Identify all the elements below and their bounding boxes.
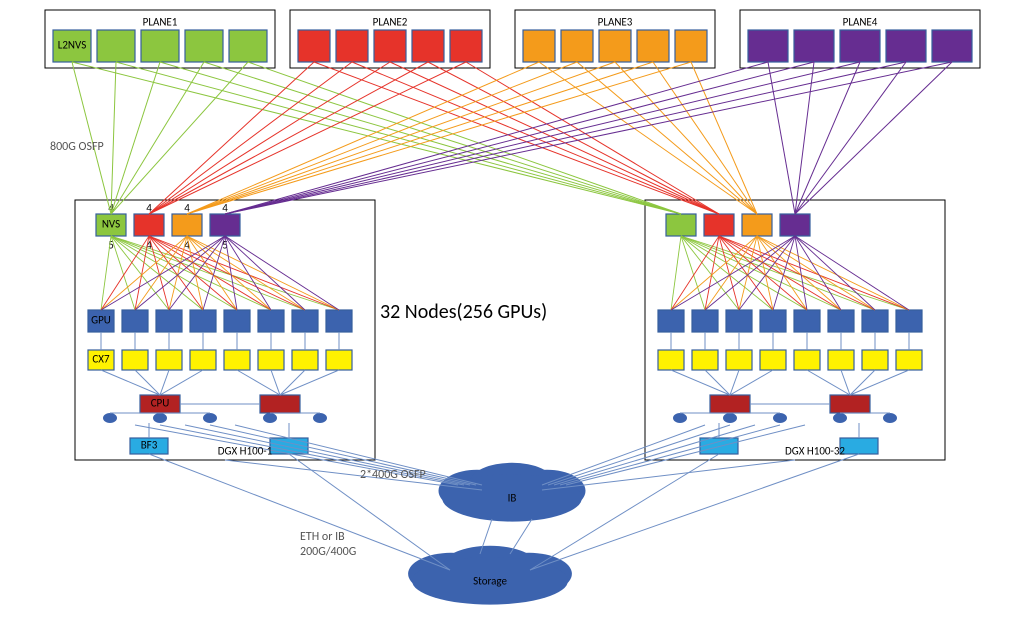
svg-text:IB: IB xyxy=(508,492,517,505)
svg-text:2*400G OSFP: 2*400G OSFP xyxy=(360,468,426,482)
svg-text:L2NVS: L2NVS xyxy=(58,39,87,52)
svg-text:Storage: Storage xyxy=(473,575,507,588)
svg-text:32 Nodes(256 GPUs): 32 Nodes(256 GPUs) xyxy=(380,300,547,324)
svg-text:NVS: NVS xyxy=(102,218,120,231)
svg-text:PLANE4: PLANE4 xyxy=(843,16,878,29)
svg-text:PLANE3: PLANE3 xyxy=(598,16,633,29)
svg-text:200G/400G: 200G/400G xyxy=(300,545,356,559)
svg-text:DGX H100-1: DGX H100-1 xyxy=(218,445,273,458)
svg-text:DGX H100-32: DGX H100-32 xyxy=(785,445,845,458)
svg-text:BF3: BF3 xyxy=(141,439,158,452)
svg-text:PLANE1: PLANE1 xyxy=(143,16,178,29)
svg-text:CPU: CPU xyxy=(151,397,170,410)
svg-text:GPU: GPU xyxy=(91,314,111,327)
svg-text:CX7: CX7 xyxy=(92,353,110,366)
topology-diagram: PLANE1 PLANE2 PLANE3 PLANE4 L2NVS NVS GPU CX7 CP… xyxy=(0,0,1024,629)
svg-text:ETH or IB: ETH or IB xyxy=(300,530,345,544)
svg-text:800G OSFP: 800G OSFP xyxy=(50,140,104,154)
svg-text:PLANE2: PLANE2 xyxy=(373,16,408,29)
